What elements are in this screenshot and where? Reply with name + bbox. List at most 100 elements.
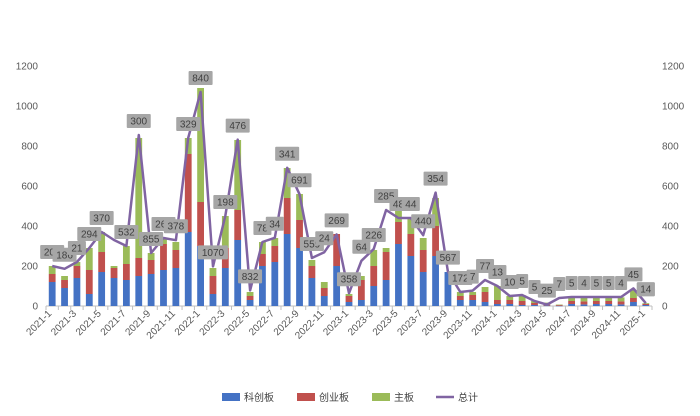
bar-创业板	[197, 202, 204, 246]
bar-科创板	[234, 240, 242, 306]
total-label-text: 5	[594, 279, 600, 290]
bar-创业板	[592, 301, 600, 304]
x-tick-label: 2023-1	[321, 308, 351, 338]
bar-科创板	[308, 278, 316, 306]
bar-创业板	[122, 264, 130, 280]
bar-科创板	[382, 280, 390, 306]
total-label-text: 370	[93, 214, 110, 225]
bar-科创板	[122, 280, 130, 306]
x-tick-label: 2024-3	[494, 308, 524, 338]
bar-主板	[357, 276, 365, 280]
bar-科创板	[135, 276, 143, 306]
bar-科创板	[283, 234, 291, 306]
total-label-text: 7	[556, 280, 562, 291]
total-label-text: 358	[341, 275, 358, 286]
bar-创业板	[469, 295, 477, 300]
bar-创业板	[432, 226, 439, 256]
total-label-text: 329	[180, 120, 197, 131]
bar-主板	[61, 276, 68, 280]
bar-创业板	[308, 266, 316, 278]
bar-主板	[209, 268, 217, 276]
bar-创业板	[147, 260, 155, 274]
x-axis: 2021-12021-32021-52021-72021-92021-11202…	[25, 305, 653, 342]
bar-主板	[605, 297, 613, 301]
bar-科创板	[456, 300, 464, 306]
total-label-box	[435, 250, 460, 265]
total-label-text: 45	[628, 270, 640, 281]
total-label-text: 25	[541, 286, 553, 297]
bar-创业板	[333, 234, 341, 266]
x-tick-label: 2023-3	[346, 308, 376, 338]
legend-swatch-主板	[372, 393, 390, 401]
bar-主板	[617, 297, 625, 302]
y-tick-label-left: 800	[21, 142, 38, 153]
total-label-text: 4	[581, 279, 587, 290]
bar-创业板	[98, 252, 106, 272]
bar-创业板	[296, 220, 303, 248]
y-tick-label-left: 400	[21, 222, 38, 233]
total-label-box	[516, 274, 529, 288]
bar-创业板	[61, 280, 68, 288]
bar-主板	[147, 253, 155, 260]
total-label-text: 198	[217, 198, 234, 209]
bar-主板	[518, 295, 526, 301]
total-label-text: 14	[640, 285, 652, 296]
total-label-text: 269	[328, 216, 345, 227]
bar-创业板	[531, 303, 538, 305]
total-label-text: 567	[440, 253, 457, 264]
bar-主板	[283, 168, 291, 198]
total-label-text: 48	[393, 200, 405, 211]
total-label-text: 294	[81, 230, 98, 241]
bar-主板	[320, 282, 328, 288]
total-label-box	[77, 227, 102, 241]
total-label-text: 440	[415, 217, 432, 228]
bar-科创板	[531, 305, 538, 306]
bar-创业板	[246, 296, 254, 300]
bar-创业板	[568, 301, 576, 304]
total-label-box	[423, 171, 448, 186]
bar-创业板	[642, 304, 650, 305]
total-label-box	[624, 267, 643, 282]
total-label-text: 5	[606, 279, 612, 290]
total-label-text: 5	[532, 283, 538, 294]
total-label-box	[577, 276, 590, 290]
legend: 科创板 创业板 主板 总计	[222, 391, 478, 404]
bar-主板	[135, 138, 143, 258]
total-line	[51, 90, 647, 306]
x-tick-label: 2021-3	[49, 308, 79, 338]
total-label-text: 378	[168, 222, 185, 233]
total-label-box	[126, 114, 151, 128]
bar-科创板	[568, 304, 576, 306]
bar-主板	[122, 246, 130, 264]
total-label-text: 186	[56, 250, 73, 261]
total-label-text: 476	[229, 121, 246, 132]
total-label-text: 7	[470, 272, 476, 283]
bar-创业板	[555, 304, 563, 306]
bar-主板	[259, 242, 266, 254]
bar-主板	[630, 290, 637, 298]
bar-科创板	[494, 304, 501, 306]
total-label-box	[615, 276, 628, 290]
bar-科创板	[357, 300, 365, 306]
bar-创业板	[271, 246, 279, 262]
total-label-text: 285	[378, 192, 395, 203]
bar-科创板	[642, 305, 650, 306]
bar-创业板	[259, 254, 266, 266]
bar-主板	[246, 292, 254, 296]
bar-创业板	[357, 280, 365, 300]
x-tick-label: 2021-1	[25, 308, 55, 338]
bar-创业板	[605, 301, 613, 304]
y-tick-label-right: 400	[662, 222, 679, 233]
bar-科创板	[209, 294, 217, 306]
total-label-text: 226	[365, 231, 382, 242]
bar-科创板	[85, 294, 93, 306]
total-label-box	[287, 173, 312, 188]
y-tick-label-left: 1200	[16, 62, 39, 73]
bar-科创板	[432, 256, 439, 306]
total-label-box	[401, 197, 420, 211]
y-tick-label-left: 0	[32, 302, 38, 313]
y-tick-label-right: 800	[662, 142, 679, 153]
bar-创业板	[110, 268, 118, 278]
y-tick-label-right: 1000	[662, 102, 685, 113]
total-label-box	[188, 71, 213, 85]
